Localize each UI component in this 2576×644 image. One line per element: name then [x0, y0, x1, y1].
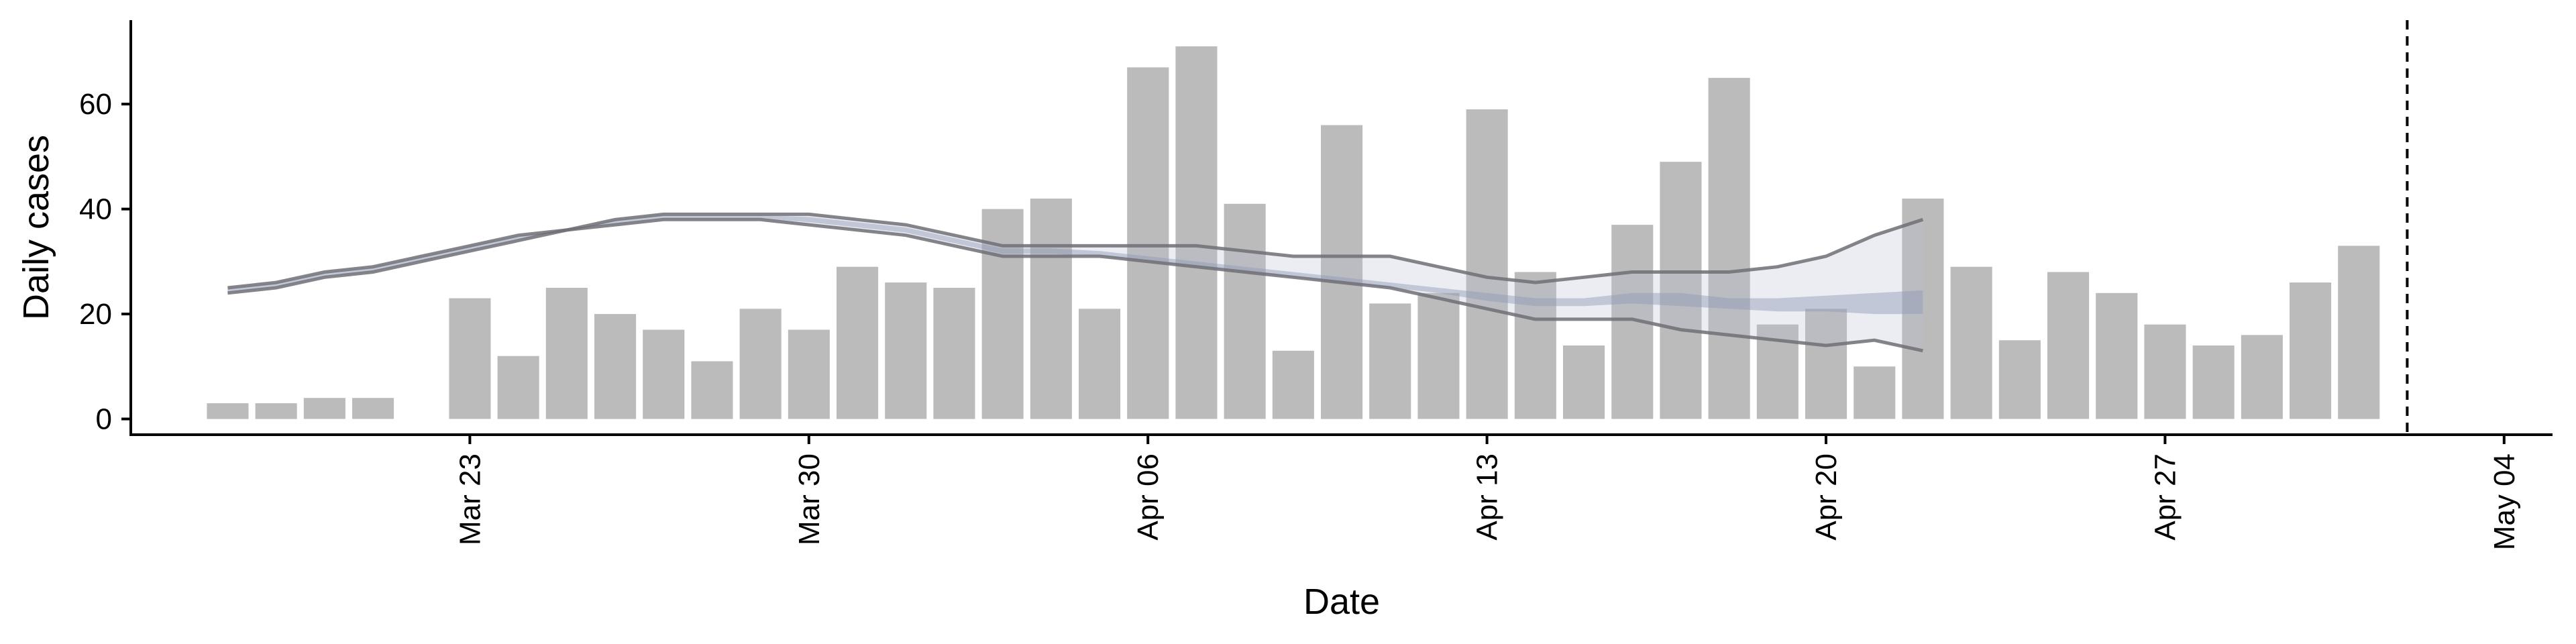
x-tick-label: Apr 27 — [2149, 453, 2182, 541]
bar — [255, 403, 297, 419]
bar — [352, 398, 394, 419]
x-axis-title: Date — [1303, 582, 1380, 622]
y-tick-label: 60 — [79, 88, 112, 121]
bar — [2144, 324, 2186, 419]
bar — [739, 309, 782, 419]
bar — [1854, 366, 1896, 419]
y-tick-label: 0 — [96, 403, 112, 436]
bar — [1660, 162, 1702, 419]
bar — [2290, 282, 2332, 419]
bar — [1805, 309, 1847, 419]
bar — [2241, 335, 2283, 419]
estimate-inner-band — [227, 215, 1923, 315]
bar — [1708, 78, 1750, 419]
y-tick-label: 40 — [79, 193, 112, 226]
bar — [207, 403, 249, 419]
bar — [643, 329, 685, 419]
bar — [1272, 350, 1314, 419]
bar — [2047, 272, 2090, 419]
bar — [2096, 292, 2138, 419]
bar — [885, 282, 927, 419]
bars-layer — [207, 46, 2380, 419]
bar — [1902, 199, 1944, 419]
axes-layer: 0 20 40 60 Mar 23 Mar 30 Apr 06 Apr 13 Apr 20 Apr… — [79, 20, 2553, 550]
bar — [691, 361, 733, 419]
bar — [1127, 67, 1169, 419]
x-tick-label: Apr 13 — [1471, 453, 1504, 541]
bar — [1321, 125, 1363, 419]
bar — [594, 314, 637, 419]
bar — [837, 266, 879, 419]
bar — [1369, 303, 1411, 419]
bar — [497, 356, 539, 419]
bar — [545, 288, 588, 419]
bar — [1998, 340, 2041, 419]
bar — [1563, 345, 1605, 419]
bar — [1079, 309, 1121, 419]
x-tick-label: Mar 30 — [793, 453, 826, 545]
bar — [1950, 266, 1992, 419]
estimate-upper-line — [227, 212, 1924, 290]
y-tick-label: 20 — [79, 298, 112, 331]
x-tick-label: Apr 20 — [1810, 453, 1843, 541]
x-tick-label: Apr 06 — [1132, 453, 1165, 541]
x-tick-label: Mar 23 — [453, 453, 486, 545]
bar — [981, 209, 1024, 419]
bar — [1224, 203, 1266, 419]
bar — [1175, 46, 1218, 419]
estimate-lines-layer — [227, 212, 1924, 353]
bar — [1030, 199, 1072, 419]
bar — [788, 329, 830, 419]
bar — [1466, 109, 1508, 419]
bar — [1417, 292, 1460, 419]
bar — [933, 288, 975, 419]
bar — [303, 398, 345, 419]
x-tick-label: May 04 — [2488, 453, 2521, 550]
y-axis-title: Daily cases — [16, 135, 56, 320]
bar — [2338, 246, 2380, 419]
bar — [2192, 345, 2235, 419]
bar — [449, 298, 491, 419]
bar — [1514, 272, 1556, 419]
estimate-lower-line — [227, 217, 1923, 353]
